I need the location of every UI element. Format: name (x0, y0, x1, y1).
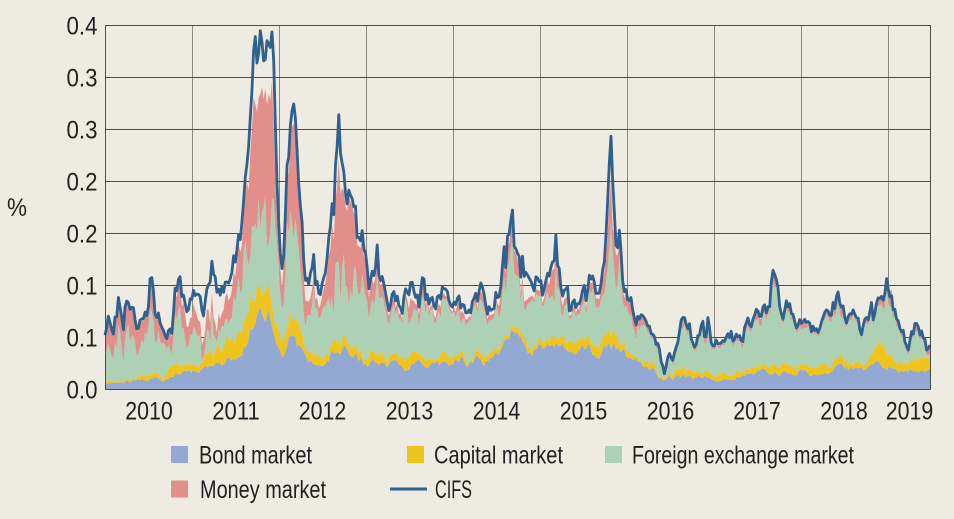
svg-text:%: % (7, 194, 27, 222)
svg-text:Foreign exchange market: Foreign exchange market (632, 442, 854, 470)
svg-text:0.2: 0.2 (67, 220, 98, 248)
svg-text:2019: 2019 (886, 398, 934, 426)
svg-text:2018: 2018 (820, 398, 868, 426)
svg-text:Money market: Money market (200, 476, 326, 504)
svg-text:2010: 2010 (125, 398, 173, 426)
svg-text:0.2: 0.2 (67, 168, 98, 196)
svg-text:0.3: 0.3 (67, 64, 98, 92)
svg-text:2017: 2017 (733, 398, 781, 426)
svg-text:Capital market: Capital market (434, 442, 563, 470)
svg-text:0.3: 0.3 (67, 116, 98, 144)
svg-text:0.0: 0.0 (67, 376, 98, 404)
svg-text:CIFS: CIFS (435, 476, 472, 504)
svg-text:0.1: 0.1 (67, 324, 98, 352)
svg-text:2015: 2015 (560, 398, 608, 426)
svg-text:0.4: 0.4 (67, 12, 98, 40)
svg-text:2013: 2013 (386, 398, 434, 426)
svg-text:2012: 2012 (299, 398, 347, 426)
svg-text:2016: 2016 (647, 398, 695, 426)
svg-text:2011: 2011 (212, 398, 260, 426)
svg-text:Bond market: Bond market (199, 442, 312, 470)
svg-text:2014: 2014 (473, 398, 521, 426)
svg-text:0.1: 0.1 (67, 272, 98, 300)
